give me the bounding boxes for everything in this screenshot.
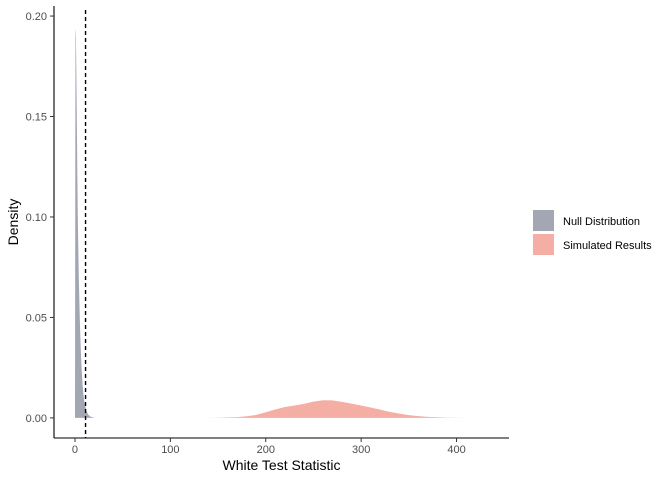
x-tick-label: 300 [352,444,370,456]
legend-label: Null Distribution [563,216,640,228]
x-tick-label: 100 [161,444,179,456]
x-tick-label: 200 [257,444,275,456]
x-axis-ticks: 0 100 200 300 400 [72,438,466,456]
legend-swatch [533,234,554,255]
legend-label: Simulated Results [563,240,652,252]
y-axis-title: Density [5,199,21,246]
legend: Null Distribution Simulated Results [533,210,652,255]
x-axis-title: White Test Statistic [222,457,340,473]
density-areas [74,28,490,418]
y-tick-label: 0.20 [26,11,47,23]
y-tick-label: 0.00 [26,413,47,425]
x-tick-label: 0 [72,444,78,456]
y-tick-label: 0.05 [26,312,47,324]
legend-swatch [533,210,554,231]
density-area-simulated-results [198,400,490,418]
y-tick-label: 0.15 [26,112,47,124]
x-tick-label: 400 [447,444,465,456]
y-axis-ticks: 0.00 0.05 0.10 0.15 0.20 [26,11,54,425]
density-area-null-distribution [74,28,104,418]
y-tick-label: 0.10 [26,212,47,224]
axes [53,6,509,439]
